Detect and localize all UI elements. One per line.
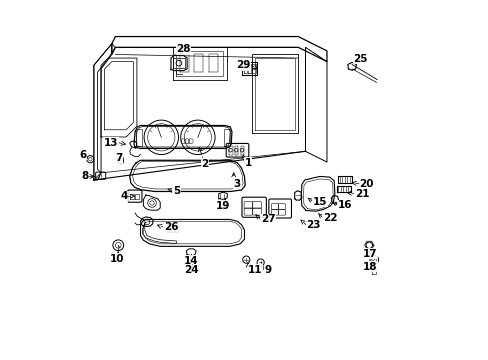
Text: 25: 25 (352, 54, 367, 64)
Text: 19: 19 (215, 201, 230, 211)
Text: 14: 14 (183, 256, 198, 266)
Text: 27: 27 (260, 215, 275, 224)
Text: 8: 8 (81, 171, 88, 181)
Text: 22: 22 (322, 213, 337, 222)
Text: 23: 23 (305, 220, 320, 230)
Text: 28: 28 (176, 44, 190, 54)
Text: 15: 15 (312, 197, 326, 207)
Text: 11: 11 (247, 265, 262, 275)
Text: 4: 4 (121, 191, 128, 201)
Text: 21: 21 (354, 189, 369, 199)
Text: 24: 24 (184, 265, 198, 275)
Text: 26: 26 (163, 222, 178, 232)
Text: 3: 3 (233, 179, 241, 189)
Text: 16: 16 (337, 200, 351, 210)
Text: 10: 10 (110, 254, 124, 264)
Text: 6: 6 (80, 150, 86, 160)
Text: 18: 18 (362, 262, 377, 272)
Text: 13: 13 (103, 138, 118, 148)
Text: 12: 12 (165, 225, 180, 235)
Text: 20: 20 (359, 179, 373, 189)
Text: 29: 29 (236, 60, 250, 70)
Text: 2: 2 (201, 159, 208, 169)
Text: 7: 7 (115, 153, 122, 163)
Text: 1: 1 (244, 158, 251, 168)
Text: 5: 5 (172, 186, 180, 196)
Text: 9: 9 (264, 265, 271, 275)
Text: 17: 17 (362, 248, 377, 258)
